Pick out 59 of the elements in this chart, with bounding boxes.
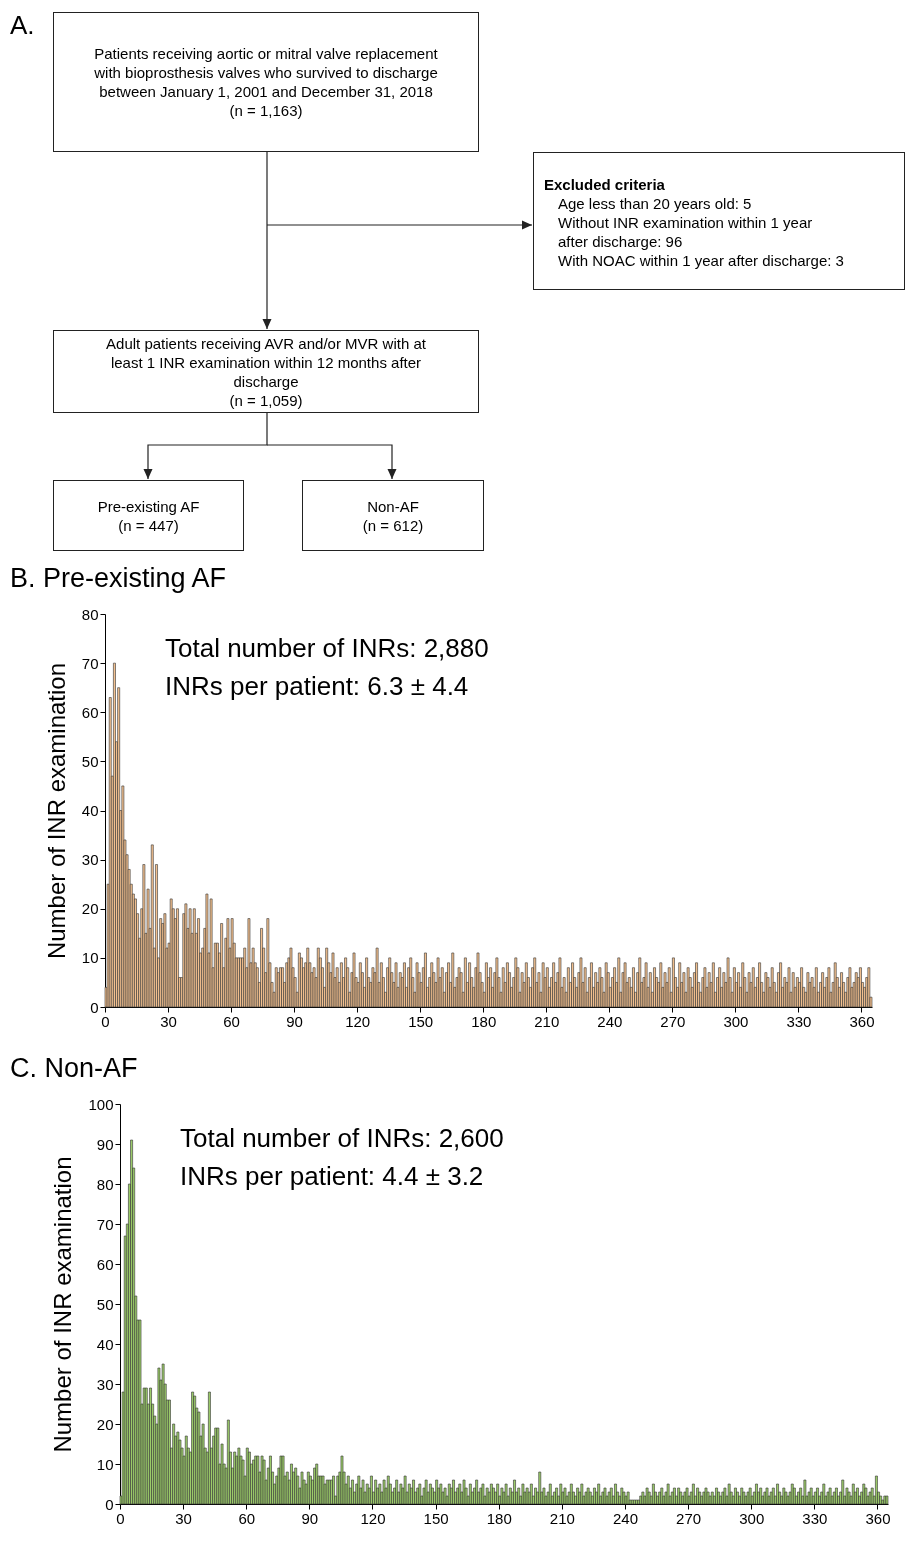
x-tick-label: 30 [175, 1509, 192, 1527]
x-tick-label: 240 [612, 1509, 638, 1527]
x-tick-label: 60 [223, 1012, 240, 1030]
x-tick-label: 360 [849, 1012, 875, 1030]
y-tick-label: 70 [81, 654, 99, 672]
chart-title: C. Non-AF [10, 1053, 138, 1083]
x-tick-label: 0 [116, 1509, 125, 1527]
x-tick-label: 330 [802, 1509, 828, 1527]
x-tick-label: 300 [723, 1012, 749, 1030]
text: Adult patients receiving AVR and/or MVR with at least 1 INR examination within 12 months after discharge (n = 1,059) [106, 333, 426, 410]
x-tick-label: 360 [865, 1509, 891, 1527]
y-tick-label: 0 [90, 998, 99, 1016]
y-tick-label: 30 [96, 1375, 114, 1393]
y-tick-label: 10 [81, 949, 99, 967]
y-tick-label: 20 [96, 1415, 114, 1433]
text: Patients receiving aortic or mitral valve replacement with bioprosthesis valves who survived to discharge between January 1, 2001 and December 31, 2018 (n = 1,163) [94, 44, 438, 120]
y-tick-label: 50 [81, 752, 99, 770]
y-tick-label: 80 [81, 605, 99, 623]
x-tick-label: 120 [345, 1012, 371, 1030]
x-tick-label: 330 [786, 1012, 812, 1030]
annotation: INRs per patient: 6.3 ± 4.4 [165, 671, 469, 701]
x-tick-label: 270 [676, 1509, 702, 1527]
y-tick-label: 20 [81, 900, 99, 918]
y-tick-label: 60 [96, 1255, 114, 1273]
text: A. [10, 10, 35, 41]
y-tick-label: 40 [81, 802, 99, 819]
text: Pre-existing AF (n = 447) [97, 496, 200, 535]
y-tick-label: 80 [96, 1175, 114, 1193]
x-tick-label: 90 [301, 1509, 319, 1527]
annotation: INRs per patient: 4.4 ± 3.2 [180, 1161, 484, 1191]
y-tick-label: 90 [96, 1135, 114, 1153]
annotation: Total number of INRs: 2,880 [165, 633, 489, 663]
x-tick-label: 210 [534, 1012, 560, 1030]
text: Non-AF (n = 612) [362, 496, 424, 535]
y-axis-title: Number of INR examination [49, 1156, 77, 1453]
y-tick-label: 100 [88, 1095, 114, 1113]
text: Excluded criteria Age less than 20 years old: 5 Without INR examination within 1 year after discharge: 96 With NOAC within 1 year after discharge: 3 [544, 175, 845, 270]
y-tick-label: 0 [105, 1495, 114, 1513]
x-tick-label: 210 [549, 1509, 575, 1527]
x-tick-label: 60 [238, 1509, 256, 1527]
annotation: Total number of INRs: 2,600 [180, 1123, 504, 1153]
x-tick-label: 150 [423, 1509, 449, 1527]
y-tick-label: 40 [96, 1335, 114, 1353]
x-tick-label: 30 [160, 1012, 177, 1030]
x-tick-label: 180 [471, 1012, 497, 1030]
x-tick-label: 150 [408, 1012, 434, 1030]
y-tick-label: 50 [96, 1295, 114, 1313]
y-axis-title: Number of INR examination [42, 662, 70, 960]
x-tick-label: 240 [597, 1012, 623, 1030]
y-tick-label: 60 [81, 703, 99, 721]
x-tick-label: 120 [360, 1509, 386, 1527]
x-tick-label: 270 [660, 1012, 686, 1030]
x-tick-label: 180 [486, 1509, 512, 1527]
y-tick-label: 70 [96, 1215, 114, 1233]
x-tick-label: 300 [739, 1509, 765, 1527]
y-tick-label: 10 [96, 1455, 114, 1473]
x-tick-label: 90 [286, 1012, 303, 1030]
chart-title: B. Pre-existing AF [10, 563, 227, 593]
y-tick-label: 30 [81, 851, 99, 869]
